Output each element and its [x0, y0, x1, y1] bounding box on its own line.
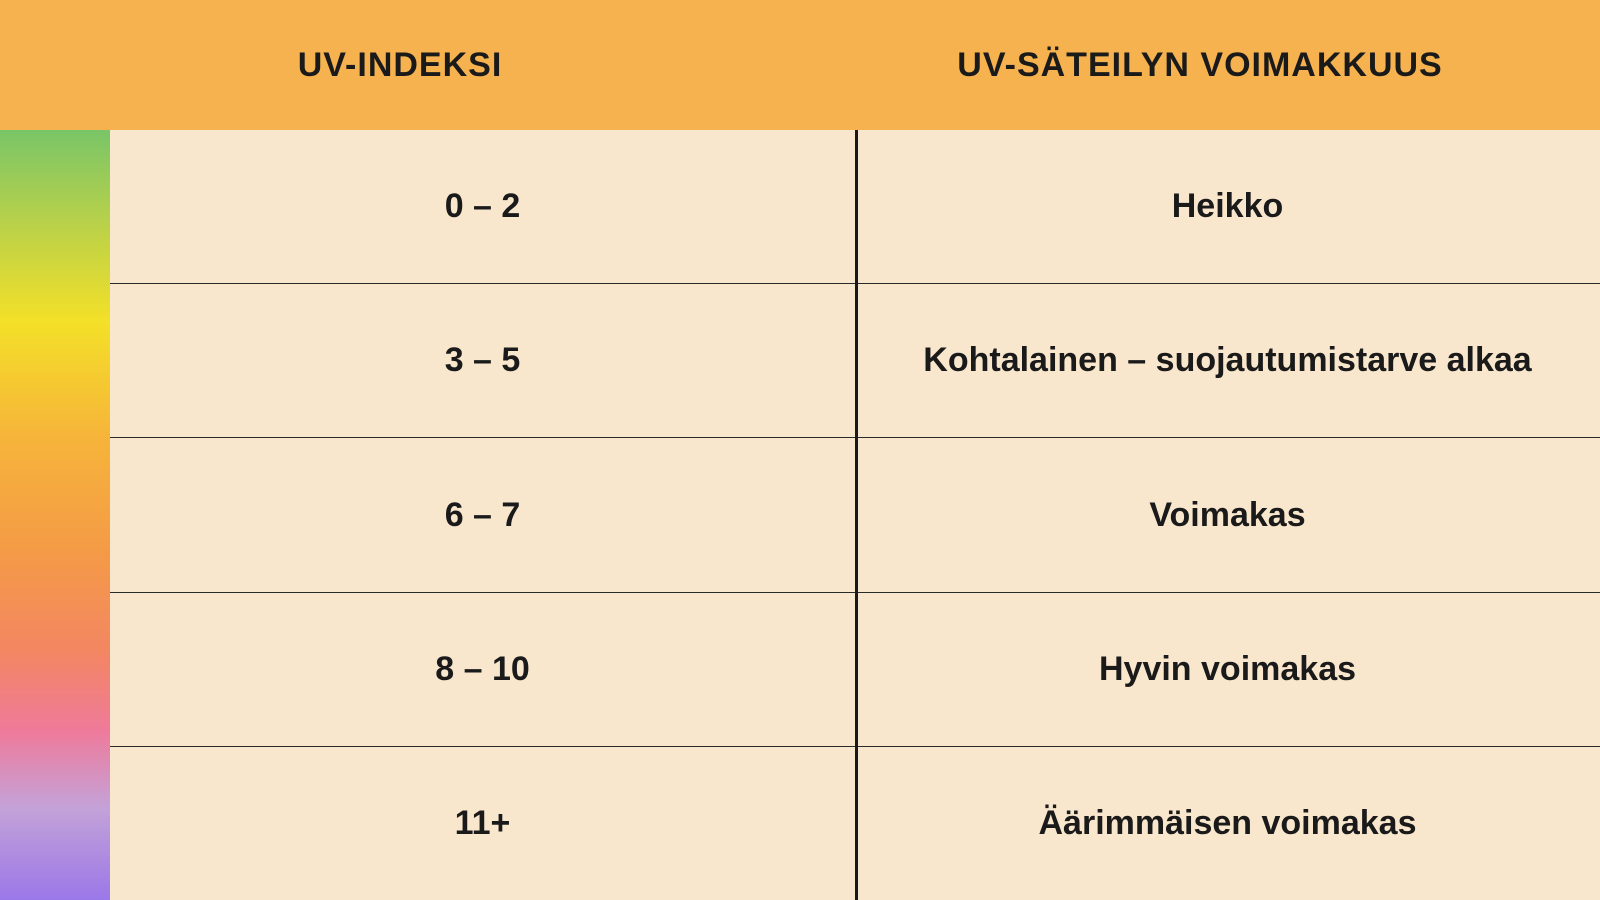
- uv-index-infographic: UV-INDEKSI UV-SÄTEILYN VOIMAKKUUS 0 – 2 …: [0, 0, 1600, 900]
- uv-intensity-cell: Äärimmäisen voimakas: [855, 747, 1600, 900]
- header-col-label: UV-INDEKSI: [298, 46, 503, 85]
- header-col-label: UV-SÄTEILYN VOIMAKKUUS: [957, 46, 1442, 85]
- uv-intensity-text: Äärimmäisen voimakas: [1039, 804, 1417, 843]
- uv-intensity-text: Heikko: [1172, 187, 1284, 226]
- header-col-uv-index: UV-INDEKSI: [0, 0, 800, 130]
- uv-index-value: 6 – 7: [445, 496, 521, 535]
- uv-index-cell: 11+: [110, 747, 855, 900]
- uv-intensity-text: Voimakas: [1149, 496, 1305, 535]
- table-body: 0 – 2 Heikko 3 – 5 Kohtalainen – suojaut…: [0, 130, 1600, 900]
- uv-intensity-cell: Hyvin voimakas: [855, 593, 1600, 746]
- uv-index-value: 8 – 10: [435, 650, 530, 689]
- uv-intensity-cell: Voimakas: [855, 438, 1600, 591]
- uv-gradient-bar: [0, 130, 110, 900]
- uv-intensity-cell: Kohtalainen – suojautumistarve alkaa: [855, 284, 1600, 437]
- uv-index-value: 0 – 2: [445, 187, 521, 226]
- uv-index-value: 3 – 5: [445, 341, 521, 380]
- uv-intensity-text: Hyvin voimakas: [1099, 650, 1356, 689]
- uv-intensity-text: Kohtalainen – suojautumistarve alkaa: [923, 341, 1531, 380]
- uv-index-value: 11+: [455, 804, 511, 843]
- column-divider: [855, 130, 858, 900]
- uv-index-cell: 6 – 7: [110, 438, 855, 591]
- header-col-uv-intensity: UV-SÄTEILYN VOIMAKKUUS: [800, 0, 1600, 130]
- table-rows-area: 0 – 2 Heikko 3 – 5 Kohtalainen – suojaut…: [110, 130, 1600, 900]
- uv-index-cell: 8 – 10: [110, 593, 855, 746]
- uv-index-cell: 0 – 2: [110, 130, 855, 283]
- table-header: UV-INDEKSI UV-SÄTEILYN VOIMAKKUUS: [0, 0, 1600, 130]
- uv-index-cell: 3 – 5: [110, 284, 855, 437]
- uv-intensity-cell: Heikko: [855, 130, 1600, 283]
